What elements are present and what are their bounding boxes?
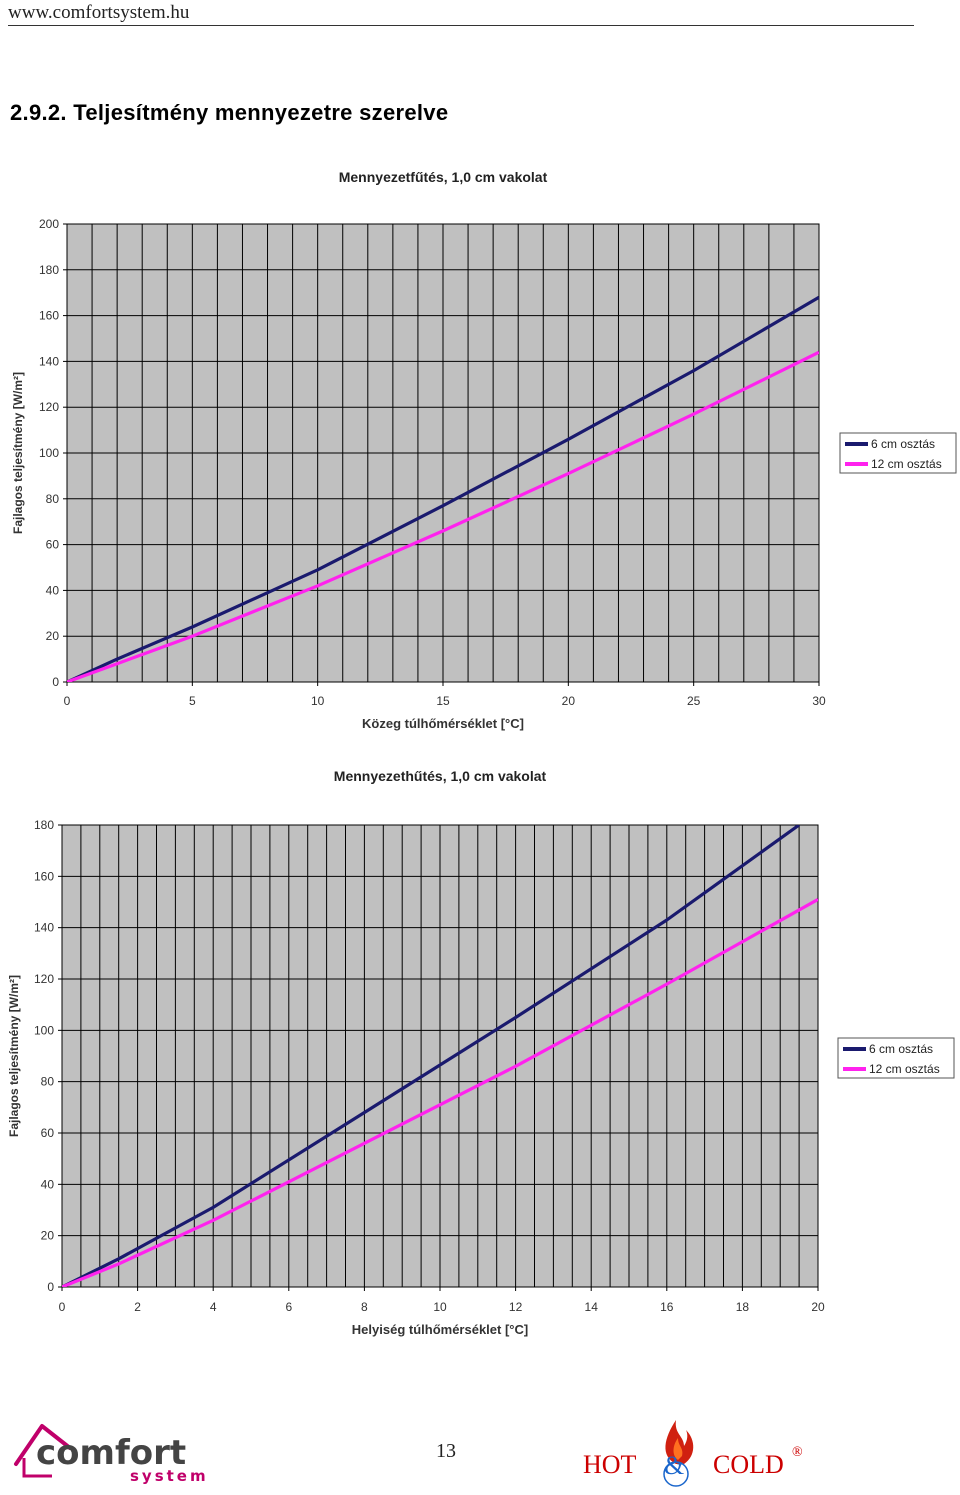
logo-reg-mark: ® — [792, 1445, 803, 1460]
x-axis-label: Közeg túlhőmérséklet [°C] — [362, 716, 524, 731]
x-tick-label: 18 — [736, 1300, 750, 1314]
y-tick-label: 160 — [39, 309, 59, 323]
chart-title: Mennyezetfűtés, 1,0 cm vakolat — [339, 169, 548, 185]
y-axis-label: Fajlagos teljesítmény [W/m²] — [7, 975, 21, 1137]
chart-legend: 6 cm osztás 12 cm osztás — [837, 1037, 955, 1079]
legend-label: 12 cm osztás — [871, 457, 942, 471]
legend-label: 6 cm osztás — [869, 1042, 933, 1056]
header-divider — [8, 25, 914, 26]
y-tick-label: 80 — [41, 1075, 55, 1089]
x-tick-label: 20 — [811, 1300, 825, 1314]
y-tick-label: 100 — [39, 446, 59, 460]
series-line-6cm — [67, 295, 819, 682]
section-title: 2.9.2. Teljesítmény mennyezetre szerelve — [10, 100, 449, 125]
logo-system-text: system — [130, 1467, 209, 1484]
x-tick-label: 15 — [436, 694, 450, 708]
x-tick-label: 6 — [285, 1300, 292, 1314]
x-axis-label: Helyiség túlhőmérséklet [°C] — [352, 1322, 528, 1337]
y-tick-label: 40 — [46, 583, 60, 597]
x-tick-label: 0 — [64, 694, 71, 708]
series-line-12cm — [67, 350, 819, 682]
y-tick-label: 140 — [39, 354, 59, 368]
legend-label: 12 cm osztás — [869, 1062, 940, 1076]
hot-cold-logo: HOT & COLD ® — [583, 1420, 803, 1487]
y-tick-label: 60 — [41, 1126, 55, 1140]
legend-box — [837, 1037, 955, 1079]
y-axis-label: Fajlagos teljesítmény [W/m²] — [11, 372, 25, 534]
legend-box — [839, 432, 957, 474]
y-tick-label: 160 — [34, 869, 54, 883]
logo-comfort-text: comfort — [36, 1433, 186, 1473]
y-tick-label: 0 — [52, 675, 59, 689]
logo-amp-text: & — [664, 1451, 684, 1480]
x-tick-label: 8 — [361, 1300, 368, 1314]
x-tick-label: 25 — [687, 694, 701, 708]
series-line-12cm — [62, 898, 818, 1287]
x-tick-label: 20 — [562, 694, 576, 708]
series-line-6cm — [62, 825, 801, 1287]
y-tick-label: 40 — [41, 1177, 55, 1191]
y-tick-label: 120 — [39, 400, 59, 414]
chart-title: Mennyezethűtés, 1,0 cm vakolat — [334, 768, 547, 784]
snowflake-icon — [663, 1461, 689, 1487]
x-tick-label: 16 — [660, 1300, 674, 1314]
x-tick-label: 14 — [585, 1300, 599, 1314]
x-tick-label: 30 — [812, 694, 826, 708]
y-tick-label: 100 — [34, 1023, 54, 1037]
y-tick-label: 80 — [46, 492, 60, 506]
y-tick-label: 20 — [46, 629, 60, 643]
y-tick-label: 20 — [41, 1229, 55, 1243]
flame-icon — [665, 1420, 694, 1464]
legend-label: 6 cm osztás — [871, 437, 935, 451]
y-tick-label: 140 — [34, 921, 54, 935]
x-tick-label: 4 — [210, 1300, 217, 1314]
x-tick-label: 10 — [433, 1300, 447, 1314]
x-tick-label: 10 — [311, 694, 325, 708]
x-tick-label: 5 — [189, 694, 196, 708]
y-tick-label: 200 — [39, 217, 59, 231]
y-tick-label: 0 — [47, 1280, 54, 1294]
x-tick-label: 0 — [59, 1300, 66, 1314]
logo-cold-text: COLD — [713, 1450, 784, 1479]
y-tick-label: 60 — [46, 538, 60, 552]
y-tick-label: 120 — [34, 972, 54, 986]
page-number: 13 — [436, 1440, 456, 1462]
chart-legend: 6 cm osztás 12 cm osztás — [839, 432, 957, 474]
logo-hot-text: HOT — [583, 1450, 637, 1479]
heating-chart: Mennyezetfűtés, 1,0 cm vakolat 0 20 40 60 80 1… — [11, 169, 957, 731]
y-tick-label: 180 — [39, 263, 59, 277]
x-tick-label: 2 — [134, 1300, 141, 1314]
comfort-system-logo: comfort system — [14, 1424, 209, 1484]
header-url[interactable]: www.comfortsystem.hu — [8, 2, 190, 23]
x-tick-label: 12 — [509, 1300, 523, 1314]
y-tick-label: 180 — [34, 818, 54, 832]
cooling-chart: Mennyezethűtés, 1,0 cm vakolat0204060801… — [7, 768, 955, 1337]
